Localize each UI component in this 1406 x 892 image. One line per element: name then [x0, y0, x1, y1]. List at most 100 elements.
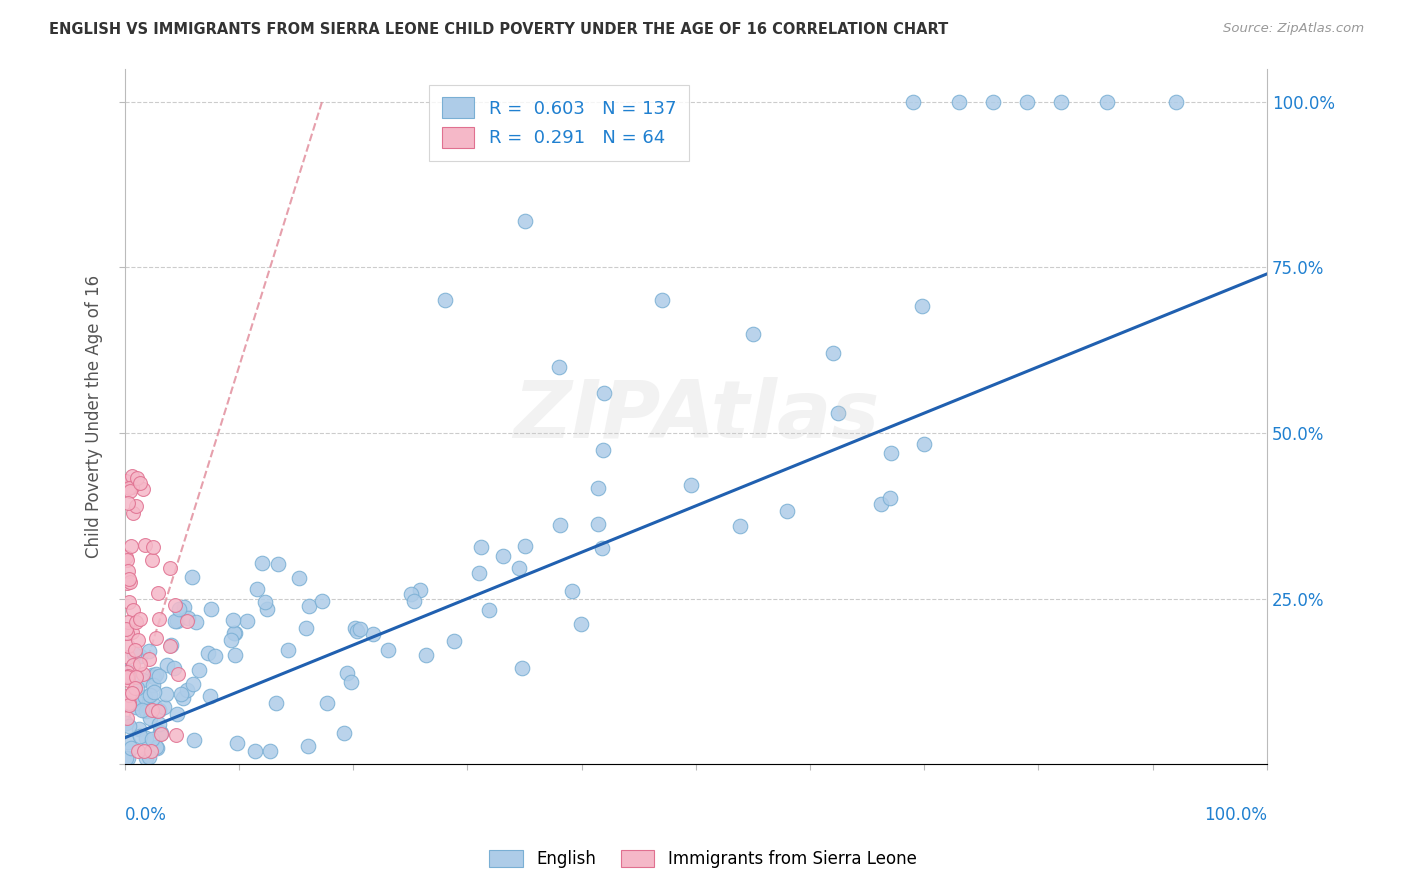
Point — [586, 481, 609, 495]
Point — [166, 615, 188, 629]
Point — [122, 647, 145, 661]
Point — [948, 95, 970, 109]
Point — [197, 646, 219, 660]
Point — [120, 539, 142, 553]
Point — [246, 582, 269, 596]
Point — [117, 669, 139, 683]
Point — [333, 725, 356, 739]
Point — [170, 687, 193, 701]
Point — [981, 95, 1004, 109]
Point — [315, 696, 337, 710]
Point — [288, 571, 311, 585]
Point — [173, 599, 195, 614]
Point — [204, 648, 226, 663]
Point — [118, 595, 141, 609]
Point — [1015, 95, 1038, 109]
Point — [912, 437, 935, 451]
Point — [132, 666, 155, 681]
Point — [911, 299, 934, 313]
Point — [115, 474, 138, 488]
Point — [125, 700, 148, 714]
Point — [402, 594, 425, 608]
Point — [117, 673, 139, 688]
Point — [120, 741, 142, 756]
Point — [117, 564, 139, 578]
Point — [167, 602, 190, 616]
Point — [163, 661, 186, 675]
Point — [115, 622, 138, 636]
Point — [470, 541, 492, 555]
Point — [121, 469, 143, 483]
Text: ENGLISH VS IMMIGRANTS FROM SIERRA LEONE CHILD POVERTY UNDER THE AGE OF 16 CORREL: ENGLISH VS IMMIGRANTS FROM SIERRA LEONE … — [49, 22, 949, 37]
Point — [118, 572, 141, 586]
Point — [120, 574, 142, 589]
Point — [593, 386, 616, 401]
Point — [152, 700, 174, 714]
Point — [513, 214, 536, 228]
Point — [122, 658, 145, 673]
Point — [880, 445, 903, 459]
Point — [343, 621, 366, 635]
Point — [150, 725, 173, 739]
Point — [141, 703, 163, 717]
Point — [124, 643, 146, 657]
Point — [159, 561, 181, 575]
Point — [128, 723, 150, 737]
Text: 100.0%: 100.0% — [1204, 806, 1267, 824]
Point — [129, 612, 152, 626]
Point — [165, 728, 187, 742]
Point — [121, 686, 143, 700]
Point — [547, 359, 569, 374]
Point — [399, 587, 422, 601]
Point — [135, 698, 157, 713]
Point — [492, 549, 515, 564]
Point — [679, 478, 702, 492]
Point — [548, 517, 571, 532]
Point — [184, 615, 207, 630]
Point — [138, 644, 160, 658]
Point — [172, 690, 194, 705]
Point — [592, 442, 614, 457]
Point — [124, 670, 146, 684]
Point — [155, 688, 177, 702]
Point — [224, 626, 246, 640]
Point — [118, 481, 141, 495]
Point — [146, 586, 169, 600]
Point — [115, 665, 138, 679]
Point — [219, 633, 242, 648]
Point — [176, 614, 198, 628]
Point — [166, 706, 188, 721]
Point — [128, 657, 150, 672]
Point — [478, 603, 501, 617]
Point — [132, 482, 155, 496]
Point — [591, 541, 613, 556]
Point — [142, 670, 165, 684]
Point — [165, 598, 187, 612]
Point — [129, 476, 152, 491]
Point — [115, 550, 138, 565]
Point — [145, 667, 167, 681]
Point — [148, 704, 170, 718]
Text: ZIPAtlas: ZIPAtlas — [513, 377, 879, 456]
Point — [515, 539, 537, 553]
Point — [349, 622, 371, 636]
Point — [148, 612, 170, 626]
Point — [827, 406, 849, 420]
Point — [224, 626, 246, 640]
Point — [134, 690, 156, 704]
Text: 0.0%: 0.0% — [125, 806, 167, 824]
Point — [339, 675, 361, 690]
Point — [145, 740, 167, 755]
Point — [138, 652, 160, 666]
Point — [250, 556, 273, 570]
Point — [129, 649, 152, 664]
Point — [277, 643, 299, 657]
Point — [128, 729, 150, 743]
Point — [297, 599, 319, 613]
Point — [143, 698, 166, 713]
Point — [468, 566, 491, 580]
Point — [139, 711, 162, 725]
Point — [149, 726, 172, 740]
Point — [311, 593, 333, 607]
Point — [433, 293, 456, 308]
